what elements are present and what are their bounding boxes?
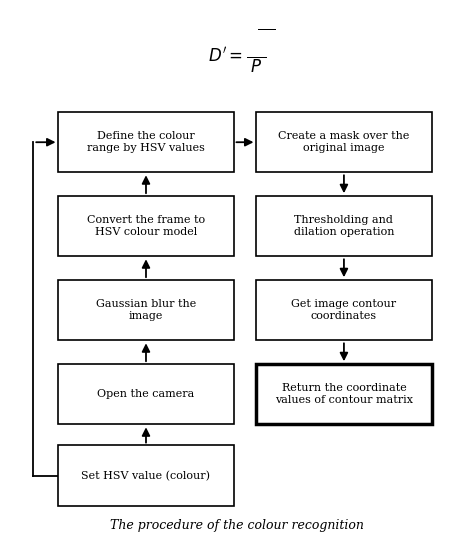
Text: Create a mask over the
original image: Create a mask over the original image xyxy=(278,131,410,153)
Text: The procedure of the colour recognition: The procedure of the colour recognition xyxy=(110,519,364,532)
Text: Set HSV value (colour): Set HSV value (colour) xyxy=(82,470,210,481)
FancyBboxPatch shape xyxy=(256,112,431,172)
FancyBboxPatch shape xyxy=(256,280,431,340)
FancyBboxPatch shape xyxy=(58,196,234,257)
FancyBboxPatch shape xyxy=(256,196,431,257)
FancyBboxPatch shape xyxy=(58,364,234,424)
Text: Open the camera: Open the camera xyxy=(97,389,195,399)
Text: Convert the frame to
HSV colour model: Convert the frame to HSV colour model xyxy=(87,216,205,237)
Text: $\overline{\;\;\;\;\;}$: $\overline{\;\;\;\;\;}$ xyxy=(257,21,276,34)
Text: Gaussian blur the
image: Gaussian blur the image xyxy=(96,299,196,321)
Text: Return the coordinate
values of contour matrix: Return the coordinate values of contour … xyxy=(275,383,413,405)
FancyBboxPatch shape xyxy=(256,364,431,424)
FancyBboxPatch shape xyxy=(58,280,234,340)
Text: Thresholding and
dilation operation: Thresholding and dilation operation xyxy=(294,216,394,237)
FancyBboxPatch shape xyxy=(58,112,234,172)
Text: Get image contour
coordinates: Get image contour coordinates xyxy=(292,299,396,321)
Text: Define the colour
range by HSV values: Define the colour range by HSV values xyxy=(87,131,205,153)
FancyBboxPatch shape xyxy=(58,445,234,506)
Text: $D' = \dfrac{\;\;\;\;}{P}$: $D' = \dfrac{\;\;\;\;}{P}$ xyxy=(208,45,266,75)
